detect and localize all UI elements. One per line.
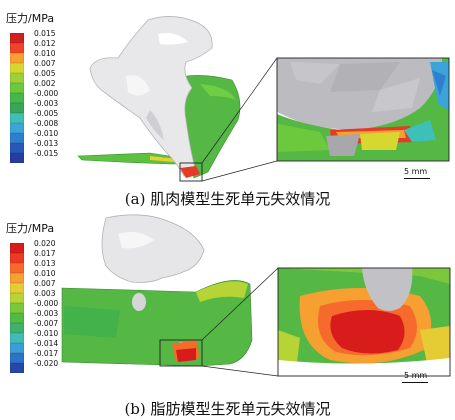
legend-value: -0.003 — [34, 309, 59, 318]
fat-model-render — [61, 214, 451, 377]
fat-zoom-inset — [277, 267, 451, 377]
legend-swatch — [10, 293, 24, 303]
legend-value: -0.000 — [34, 299, 59, 308]
legend-swatch — [10, 303, 24, 313]
fat-hole-1 — [132, 293, 146, 311]
legend-swatch — [10, 263, 24, 273]
legend-swatch — [10, 63, 24, 73]
legend-value: -0.015 — [34, 149, 59, 158]
legend-value: 0.005 — [34, 69, 56, 78]
legend-value: -0.020 — [34, 359, 59, 368]
legend-value: 0.012 — [34, 39, 56, 48]
legend-swatch — [10, 53, 24, 63]
legend-value: 0.020 — [34, 239, 56, 248]
legend-value: -0.005 — [34, 109, 59, 118]
legend-value: -0.003 — [34, 99, 59, 108]
legend-value: 0.003 — [34, 289, 56, 298]
legend-value: -0.014 — [34, 339, 59, 348]
muscle-model-render — [77, 16, 450, 182]
legend-value: -0.010 — [34, 129, 59, 138]
legend-value: -0.007 — [34, 319, 59, 328]
legend-swatch — [10, 243, 24, 253]
legend-title-a: 压力/MPa — [6, 12, 55, 25]
zoom-inset-frame-a — [276, 57, 450, 162]
legend-value: -0.017 — [34, 349, 59, 358]
legend-swatch — [10, 143, 24, 153]
legend-swatch — [10, 313, 24, 323]
caption-b: (b) 脂肪模型生死单元失效情况 — [124, 400, 331, 418]
legend-swatch — [10, 323, 24, 333]
legend-swatch — [10, 133, 24, 143]
legend-swatch — [10, 353, 24, 363]
legend-title-b: 压力/MPa — [6, 222, 55, 235]
bone-tip-b — [362, 268, 413, 311]
muscle-zoom-inset — [276, 57, 450, 162]
failure-zone-a — [180, 166, 200, 178]
legend-value: -0.010 — [34, 329, 59, 338]
scale-label-b: 5 mm — [404, 371, 428, 380]
bone-structure-b — [101, 214, 205, 283]
zoom-inset-frame-b — [277, 267, 451, 377]
legend-swatch — [10, 253, 24, 263]
failure-zone-b — [176, 348, 196, 362]
legend-value: 0.013 — [34, 259, 56, 268]
legend-swatch — [10, 273, 24, 283]
figure-panel-a: 压力/MPa 0.015 0.012 0.010 0.007 0.005 0.002 -0.… — [6, 12, 450, 208]
zoom-box-a — [179, 162, 203, 182]
scale-bar-b — [402, 382, 428, 383]
legend-value: -0.008 — [34, 119, 59, 128]
legend-value: 0.017 — [34, 249, 56, 258]
legend-value: 0.010 — [34, 269, 56, 278]
legend-value: 0.007 — [34, 59, 56, 68]
legend-swatch — [10, 343, 24, 353]
zoom-box-b — [159, 339, 203, 367]
legend-swatch — [10, 333, 24, 343]
legend-swatch — [10, 153, 24, 163]
figure-panel-b: 压力/MPa 0.020 0.017 0.013 0.010 0.007 0.003 -0.… — [0, 210, 455, 420]
legend-value: 0.015 — [34, 29, 56, 38]
legend-swatch — [10, 83, 24, 93]
scale-bar-a — [404, 178, 430, 179]
legend-value: -0.013 — [34, 139, 59, 148]
legend-swatch — [10, 43, 24, 53]
fat-block — [61, 280, 253, 367]
legend-value: -0.000 — [34, 89, 59, 98]
caption-a: (a) 肌肉模型生死单元失效情况 — [124, 190, 331, 208]
legend-swatch — [10, 73, 24, 83]
fat-model-main-view — [61, 214, 279, 377]
legend-swatch — [10, 113, 24, 123]
scale-label-a: 5 mm — [404, 167, 428, 176]
legend-swatch — [10, 123, 24, 133]
legend-value: 0.002 — [34, 79, 56, 88]
legend-swatch — [10, 33, 24, 43]
muscle-model-main-view — [77, 16, 278, 182]
legend-swatch — [10, 283, 24, 293]
legend-value: 0.007 — [34, 279, 56, 288]
legend-swatch — [10, 93, 24, 103]
legend-value: 0.010 — [34, 49, 56, 58]
legend-swatch — [10, 103, 24, 113]
legend-swatch — [10, 363, 24, 373]
